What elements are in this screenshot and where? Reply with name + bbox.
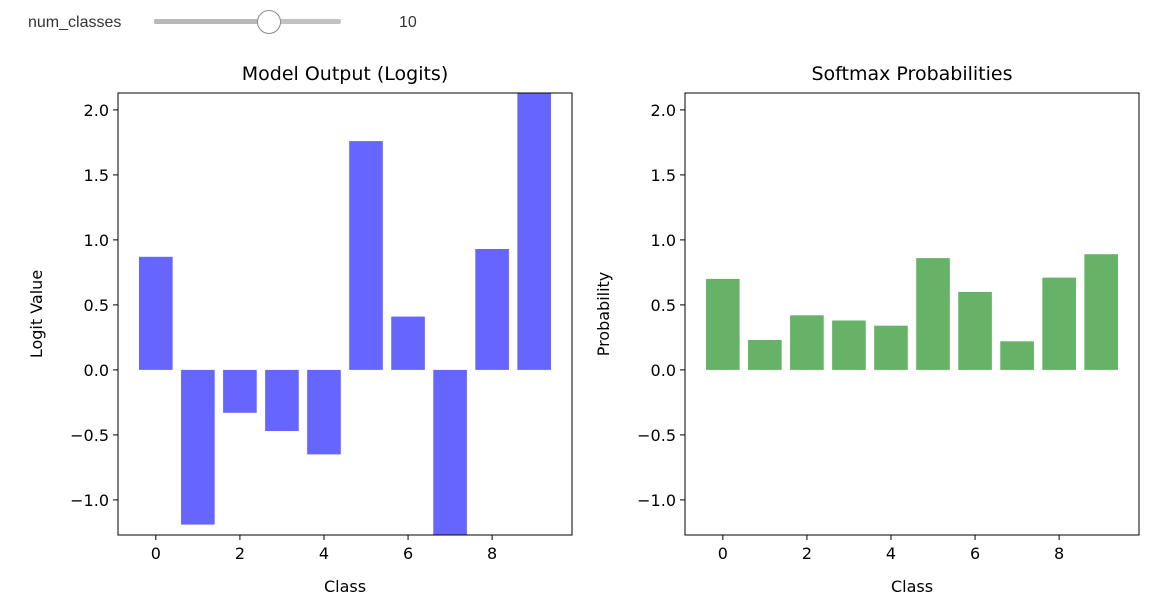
y-tick-label: 1.5 — [651, 166, 676, 185]
bar-class-5 — [916, 258, 950, 370]
y-tick-label: −0.5 — [70, 426, 109, 445]
x-axis-label: Class — [891, 577, 933, 596]
bar-class-6 — [391, 316, 425, 370]
bar-class-4 — [307, 369, 341, 455]
x-tick-label: 2 — [235, 544, 245, 563]
x-tick-label: 6 — [403, 544, 413, 563]
x-tick-label: 0 — [718, 544, 728, 563]
y-tick-label: 2.0 — [84, 101, 109, 120]
bars-group — [139, 93, 551, 535]
y-tick-label: 2.0 — [651, 101, 676, 120]
y-tick-label: 1.5 — [84, 166, 109, 185]
bar-class-4 — [874, 325, 908, 370]
bar-class-0 — [706, 278, 740, 370]
y-tick-label: 0.5 — [651, 296, 676, 315]
x-axis-label: Class — [324, 577, 366, 596]
num-classes-readout: 10 — [399, 14, 417, 31]
y-tick-label: −0.5 — [637, 426, 676, 445]
x-tick-label: 2 — [802, 544, 812, 563]
x-tick-label: 4 — [319, 544, 329, 563]
num-classes-widget: num_classes 10 — [0, 0, 1163, 46]
x-tick-label: 8 — [487, 544, 497, 563]
bar-class-1 — [748, 340, 782, 370]
bar-class-8 — [1042, 277, 1076, 370]
y-axis-label: Logit Value — [27, 270, 46, 358]
chart-title: Model Output (Logits) — [242, 63, 449, 85]
chart-title: Softmax Probabilities — [812, 63, 1013, 85]
y-tick-label: −1.0 — [637, 491, 676, 510]
bar-class-8 — [475, 249, 509, 370]
axes-frame — [684, 92, 1140, 536]
bar-class-2 — [790, 315, 824, 370]
x-tick-label: 6 — [970, 544, 980, 563]
x-tick-label: 0 — [151, 544, 161, 563]
x-tick-label: 8 — [1054, 544, 1064, 563]
chart-panel-0: 0 2 4 6 8 −1.0 −0.5 0.0 0.5 1.0 1.5 2.0 Model Output… — [27, 63, 573, 596]
y-tick-label: 0.0 — [84, 361, 109, 380]
bar-class-1 — [181, 369, 215, 525]
bar-class-9 — [1084, 254, 1118, 370]
slider-fill — [154, 19, 270, 24]
bar-class-0 — [139, 256, 173, 370]
bar-class-3 — [265, 369, 299, 431]
num-classes-slider[interactable] — [154, 19, 341, 24]
slider-thumb[interactable] — [257, 10, 282, 34]
bars-group — [706, 254, 1118, 370]
chart-panel-1: 0 2 4 6 8 −1.0 −0.5 0.0 0.5 1.0 1.5 2.0 Softmax Prob… — [594, 63, 1140, 596]
bar-class-5 — [349, 141, 383, 370]
bar-class-6 — [958, 291, 992, 370]
bar-class-7 — [1000, 341, 1034, 370]
y-tick-label: 0.0 — [651, 361, 676, 380]
bar-class-9 — [517, 93, 551, 370]
bar-class-7 — [433, 369, 467, 535]
y-tick-label: 0.5 — [84, 296, 109, 315]
x-tick-label: 4 — [886, 544, 896, 563]
y-tick-label: 1.0 — [651, 231, 676, 250]
y-tick-label: 1.0 — [84, 231, 109, 250]
axes-frame — [117, 92, 573, 536]
num-classes-label: num_classes — [28, 14, 122, 31]
y-tick-label: −1.0 — [70, 491, 109, 510]
bar-class-3 — [832, 320, 866, 370]
y-axis-label: Probability — [594, 272, 613, 357]
bar-class-2 — [223, 369, 257, 413]
